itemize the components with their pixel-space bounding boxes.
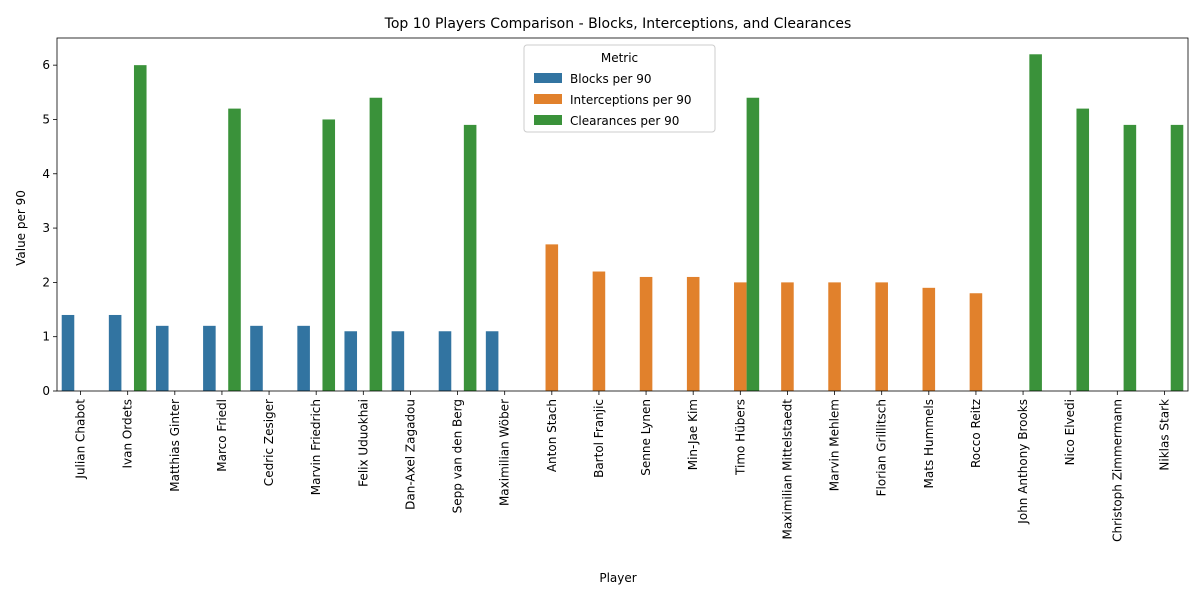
bar (1170, 124, 1184, 391)
bar (463, 124, 477, 391)
x-tick-label: Felix Uduokhai (356, 399, 370, 487)
x-tick-label: Marvin Friedrich (309, 399, 323, 495)
y-tick-label: 1 (42, 330, 50, 344)
x-tick-label: Timo Hübers (733, 399, 747, 476)
x-tick-label: Bartol Franjic (592, 399, 606, 478)
y-tick-label: 4 (42, 167, 50, 181)
x-tick-label: Cedric Zesiger (262, 399, 276, 486)
bar (875, 282, 888, 391)
y-tick-label: 2 (42, 275, 50, 289)
bar (485, 331, 499, 391)
x-tick-label: Dan-Axel Zagadou (403, 399, 417, 510)
y-tick-label: 5 (42, 112, 50, 126)
x-tick-label: Sepp van den Berg (451, 399, 465, 513)
bar (545, 244, 559, 391)
x-tick-label: Mats Hummels (922, 399, 936, 488)
bar (155, 325, 169, 391)
bar (781, 282, 794, 391)
bar (250, 325, 263, 391)
x-tick-label: Ivan Ordets (121, 399, 135, 469)
x-tick-label: Matthias Ginter (168, 399, 182, 492)
legend-label: Clearances per 90 (570, 114, 679, 128)
legend-swatch (534, 115, 562, 125)
bar (639, 276, 653, 391)
y-tick-label: 3 (42, 221, 50, 235)
bar (369, 97, 383, 392)
y-axis-title: Value per 90 (14, 190, 28, 266)
x-axis-title: Player (599, 571, 636, 585)
x-tick-label: Julian Chabot (74, 399, 88, 480)
bar (592, 271, 606, 391)
bar (1076, 108, 1090, 391)
y-tick-label: 6 (42, 58, 50, 72)
bar (1123, 124, 1137, 391)
legend-swatch (534, 94, 562, 104)
x-tick-label: Min-Jae Kim (686, 399, 700, 470)
plot-frame (56, 37, 1189, 392)
x-tick-label: Marco Friedl (215, 399, 229, 472)
bar (922, 287, 936, 391)
x-tick-label: Maximilian Mittelstaedt (780, 399, 794, 540)
axes-layer: 0 1 2 3 4 5 6 Julian Chabot Ivan Ordets Matthias … (42, 37, 1189, 542)
x-tick-label: John Anthony Brooks (1016, 399, 1030, 525)
bar (61, 314, 75, 391)
x-tick-label: Maximilian Wöber (498, 399, 512, 506)
bar (344, 331, 358, 391)
x-tick-label: Nico Elvedi (1063, 399, 1077, 465)
bars-layer (61, 54, 1184, 392)
x-tick-label: Marvin Mehlem (828, 399, 842, 491)
bar (746, 97, 760, 392)
bar (734, 282, 747, 391)
bar (1029, 54, 1042, 391)
bar (203, 325, 216, 391)
bar (228, 108, 241, 391)
bar (322, 119, 336, 392)
x-tick-label: Anton Stach (545, 399, 559, 472)
bar (108, 314, 122, 391)
x-tick-label: Christoph Zimmermann (1110, 399, 1124, 542)
y-tick-label: 0 (42, 384, 50, 398)
legend-swatch (534, 73, 562, 83)
bar (297, 325, 310, 391)
legend: Metric Blocks per 90 Interceptions per 90 C… (523, 44, 716, 133)
x-tick-label: Florian Grillitsch (875, 399, 889, 496)
x-tick-label: Niklas Stark (1157, 399, 1171, 471)
bar (391, 331, 405, 391)
x-tick-label: Senne Lynen (639, 399, 653, 476)
x-tick-label: Rocco Reitz (969, 399, 983, 468)
legend-label: Blocks per 90 (570, 72, 652, 86)
legend-label: Interceptions per 90 (570, 93, 692, 107)
legend-box (523, 44, 716, 133)
bar (828, 282, 841, 391)
bar (438, 331, 452, 391)
chart-title: Top 10 Players Comparison - Blocks, Inte… (384, 16, 852, 32)
bar (133, 65, 147, 392)
bar (686, 276, 700, 391)
bar (969, 293, 983, 391)
legend-title: Metric (601, 51, 638, 65)
